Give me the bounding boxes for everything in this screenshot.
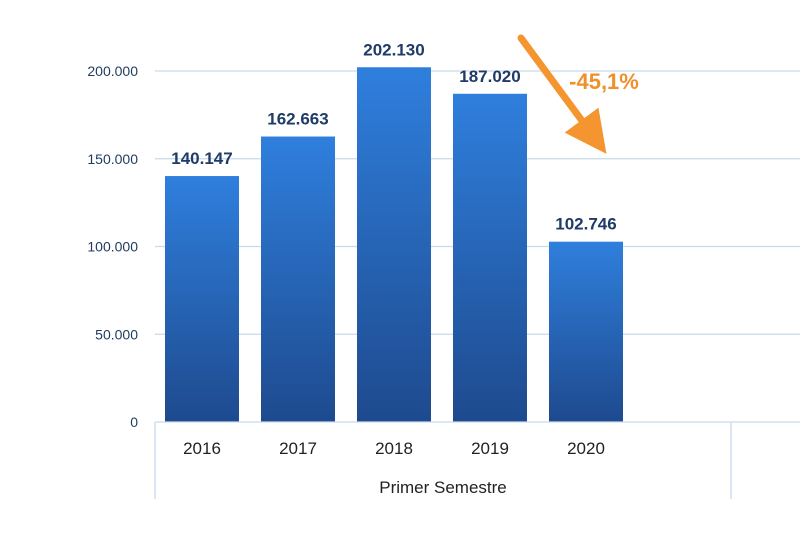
y-tick-label: 150.000 (87, 151, 138, 167)
bar-2016 (165, 176, 239, 422)
y-tick-label: 100.000 (87, 239, 138, 255)
y-tick-label: 200.000 (87, 63, 138, 79)
change-annotation: -45,1% (517, 34, 639, 154)
axis-frame (154, 421, 800, 499)
x-tick-label-2020: 2020 (567, 439, 605, 458)
data-label-2017: 162.663 (267, 110, 328, 129)
y-tick-label: 0 (130, 414, 138, 430)
x-axis-ticks: 2016 2017 2018 2019 2020 (183, 439, 605, 458)
down-arrow-icon (517, 34, 607, 154)
data-label-2018: 202.130 (363, 40, 424, 59)
y-tick-label: 50.000 (95, 326, 138, 342)
bars (165, 67, 623, 423)
y-axis-ticks: 0 50.000 100.000 150.000 200.000 (87, 63, 138, 430)
x-group-label: Primer Semestre (379, 478, 507, 497)
x-tick-label-2016: 2016 (183, 439, 221, 458)
bar-2017 (261, 136, 335, 422)
change-percent-label: -45,1% (569, 69, 639, 94)
data-label-2016: 140.147 (171, 149, 232, 168)
bar-2020 (549, 241, 623, 422)
data-labels: 140.147 162.663 202.130 187.020 102.746 (171, 40, 616, 233)
data-label-2020: 102.746 (555, 215, 616, 234)
bar-2018 (357, 67, 431, 423)
x-tick-label-2018: 2018 (375, 439, 413, 458)
x-tick-label-2017: 2017 (279, 439, 317, 458)
x-tick-label-2019: 2019 (471, 439, 509, 458)
data-label-2019: 187.020 (459, 67, 520, 86)
bar-2019 (453, 93, 527, 422)
